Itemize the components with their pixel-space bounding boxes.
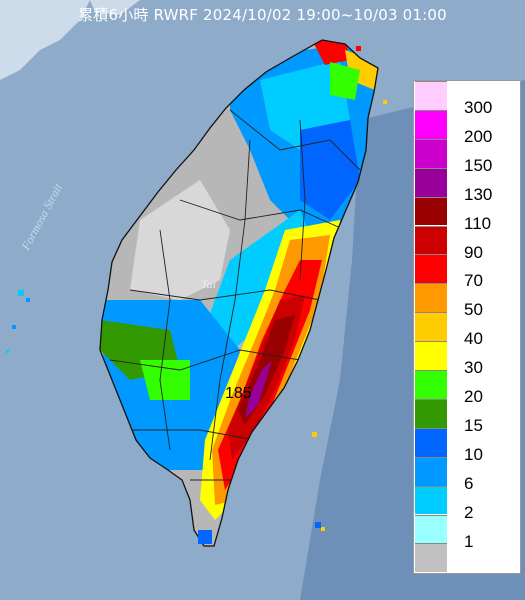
terrain-light xyxy=(130,180,230,300)
legend-label: 150 xyxy=(464,155,493,175)
legend-label: 50 xyxy=(464,300,483,320)
offshore-rain-cells xyxy=(6,46,387,544)
legend-swatch-300 xyxy=(415,81,447,110)
legend-swatch-1 xyxy=(415,514,447,544)
legend-label: 1 xyxy=(464,531,474,551)
legend-label: 2 xyxy=(464,502,474,522)
legend-swatch-70 xyxy=(415,254,447,284)
peak-rainfall-value: 185 xyxy=(225,385,252,402)
legend-label: 110 xyxy=(464,213,492,233)
map-title: 累積6小時 RWRF 2024/10/02 19:00~10/03 01:00 xyxy=(78,6,447,24)
legend-swatch-2 xyxy=(415,485,447,515)
legend-label: 200 xyxy=(464,126,493,146)
legend-label: 70 xyxy=(464,271,483,291)
taiwan-coastline xyxy=(99,39,379,547)
legend-swatch-20 xyxy=(415,370,447,399)
legend-swatch-130 xyxy=(415,167,447,197)
legend-swatch-200 xyxy=(415,109,447,139)
legend-label: 90 xyxy=(464,242,483,262)
legend: 300 200 150 130 110 90 70 50 40 30 20 15 10 6 2 1 xyxy=(413,80,521,574)
cloud-patch xyxy=(90,0,140,15)
legend-label: 15 xyxy=(464,415,483,435)
legend-swatch-none xyxy=(415,543,447,573)
legend-label: 6 xyxy=(464,473,474,493)
county-boundaries xyxy=(109,109,361,481)
mainland-coast xyxy=(0,0,90,80)
rain-20mm-north xyxy=(330,62,360,100)
legend-swatch-50 xyxy=(415,283,447,313)
legend-swatch-6 xyxy=(415,456,447,486)
legend-swatch-150 xyxy=(415,138,447,168)
legend-label: 300 xyxy=(464,98,493,117)
legend-label: 30 xyxy=(464,358,483,378)
rain-10mm-ne xyxy=(300,120,360,220)
legend-label: 20 xyxy=(464,387,483,406)
legend-label: 40 xyxy=(464,329,483,349)
legend-swatch-10 xyxy=(415,427,447,457)
legend-label: 130 xyxy=(464,184,493,204)
legend-swatch-30 xyxy=(415,341,447,370)
legend-swatch-15 xyxy=(415,398,447,428)
rain-130mm-east xyxy=(245,360,272,418)
legend-swatch-40 xyxy=(415,312,447,342)
legend-label: 10 xyxy=(464,444,483,464)
rain-70mm-north-tip xyxy=(312,40,350,65)
legend-swatch-110 xyxy=(415,196,447,226)
legend-swatch-90 xyxy=(415,225,447,255)
island-label: Tai xyxy=(201,277,216,291)
